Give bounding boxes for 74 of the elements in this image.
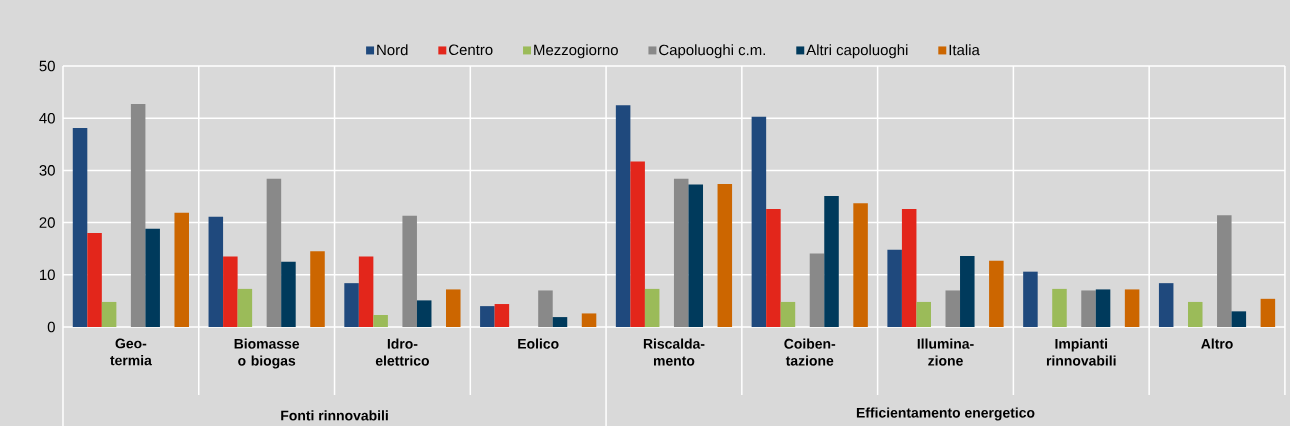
bar bbox=[1231, 311, 1247, 328]
legend-label: Altri capoluoghi bbox=[806, 44, 908, 59]
bar bbox=[344, 283, 359, 328]
legend-label: Capoluoghi c.m. bbox=[659, 44, 765, 59]
bar bbox=[87, 233, 102, 328]
bar bbox=[402, 215, 417, 328]
bar bbox=[446, 289, 461, 328]
bar bbox=[717, 184, 733, 328]
x-tick-label: Geo-termia bbox=[110, 338, 152, 366]
bar bbox=[1095, 289, 1111, 328]
x-tick-label: Idro-elettrico bbox=[375, 338, 430, 366]
bar bbox=[1023, 271, 1038, 328]
bar bbox=[494, 304, 510, 328]
bar bbox=[766, 209, 781, 328]
bar bbox=[853, 203, 868, 328]
bar bbox=[780, 302, 796, 328]
x-tick-label: Altro bbox=[1201, 338, 1233, 349]
bar bbox=[310, 251, 325, 328]
bar bbox=[358, 256, 374, 328]
x-tick-label: Biomasse o biogas bbox=[234, 338, 300, 369]
legend-label: Italia bbox=[949, 44, 980, 56]
y-tick-label: 50 bbox=[39, 60, 55, 72]
x-tick-label: Coiben-tazione bbox=[784, 338, 836, 366]
bar bbox=[688, 184, 704, 328]
x-tick-label: Impianti rinnovabili bbox=[1046, 338, 1116, 366]
bar bbox=[989, 260, 1004, 328]
bar bbox=[751, 116, 767, 328]
bar bbox=[1260, 298, 1276, 328]
bar bbox=[373, 315, 388, 328]
text: Efficientamento energetico bbox=[856, 407, 1035, 421]
legend-label: Mezzogiorno bbox=[534, 44, 618, 59]
text: Fonti rinnovabili bbox=[281, 410, 388, 421]
bar bbox=[72, 128, 88, 328]
bar bbox=[145, 228, 160, 328]
bar bbox=[809, 253, 825, 328]
bar bbox=[901, 209, 917, 328]
bar bbox=[1081, 290, 1096, 328]
bar bbox=[824, 196, 839, 328]
x-tick-label: Eolico bbox=[518, 338, 559, 349]
bar bbox=[237, 289, 253, 328]
x-tick-label: Riscalda-mento bbox=[643, 338, 705, 366]
y-tick-label: 10 bbox=[40, 269, 55, 281]
bar bbox=[552, 317, 568, 328]
bar bbox=[480, 306, 495, 328]
y-tick-label: 40 bbox=[39, 113, 55, 124]
bar bbox=[1187, 302, 1203, 328]
bar bbox=[101, 302, 117, 328]
bar bbox=[208, 216, 224, 328]
bar bbox=[266, 178, 282, 328]
bar bbox=[673, 178, 689, 328]
bar bbox=[644, 289, 660, 328]
y-tick-label: 20 bbox=[39, 217, 55, 229]
bar bbox=[1158, 283, 1174, 328]
bar bbox=[916, 302, 931, 328]
bar bbox=[630, 161, 645, 328]
bar bbox=[581, 313, 597, 328]
bar bbox=[223, 256, 238, 328]
bar bbox=[615, 105, 631, 328]
bar bbox=[1052, 289, 1067, 328]
legend-label: Nord bbox=[377, 44, 408, 56]
bar bbox=[538, 290, 553, 328]
x-tick-label: Illumina-zione bbox=[917, 338, 974, 366]
bar bbox=[1217, 215, 1232, 328]
bar bbox=[416, 300, 432, 328]
bar bbox=[945, 290, 961, 328]
bar bbox=[174, 212, 189, 328]
bar bbox=[887, 249, 902, 328]
legend-label: Centro bbox=[449, 44, 493, 56]
y-tick-label: 30 bbox=[39, 165, 55, 176]
bar bbox=[130, 104, 146, 328]
bar bbox=[281, 261, 296, 328]
y-tick-label: 0 bbox=[47, 321, 55, 333]
bar bbox=[1124, 289, 1140, 328]
bar bbox=[960, 256, 975, 328]
